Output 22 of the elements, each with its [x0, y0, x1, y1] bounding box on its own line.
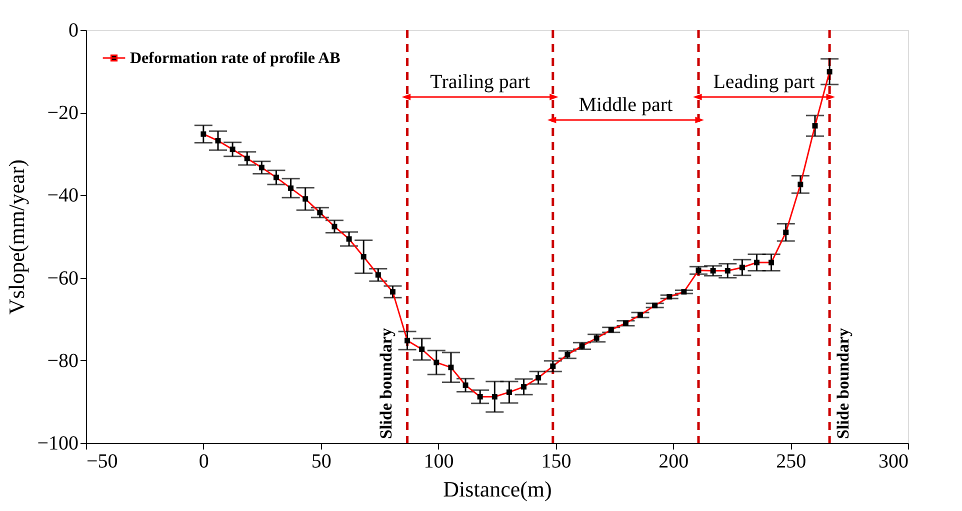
x-tick-label: 150: [541, 450, 572, 472]
y-axis-title: Vslope(mm/year): [4, 159, 30, 315]
x-tick-label: 250: [776, 450, 806, 472]
x-tick-label: 50: [311, 450, 332, 472]
y-tick-label: −100: [37, 432, 78, 454]
y-tick-label: 0: [68, 20, 78, 42]
ref-line-label: Slide boundary: [376, 327, 396, 439]
y-tick-label: −60: [47, 267, 78, 290]
x-tick-label: 300: [878, 450, 908, 472]
x-tick-label: −50: [86, 450, 118, 472]
y-tick-label: −80: [47, 350, 78, 372]
y-tick-label: −40: [47, 184, 78, 207]
legend-label: Deformation rate of profile AB: [130, 50, 341, 67]
x-tick-label: 200: [658, 450, 689, 472]
annotation: Leading part: [713, 71, 816, 93]
x-tick-label: 0: [198, 450, 209, 472]
ref-line-label: Slide boundary: [834, 327, 853, 439]
x-tick-label: 100: [424, 450, 454, 472]
annotation: Middle part: [578, 94, 674, 116]
y-tick-label: −20: [47, 102, 78, 124]
annotation: Trailing part: [430, 71, 530, 93]
x-axis-title: Distance(m): [443, 476, 552, 502]
